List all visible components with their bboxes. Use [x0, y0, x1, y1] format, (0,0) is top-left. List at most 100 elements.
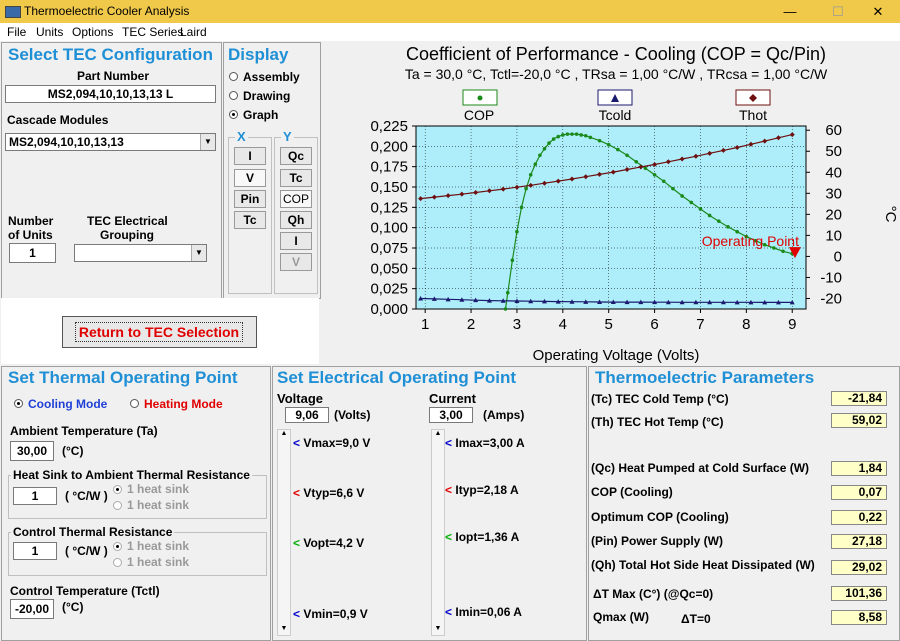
menu-file[interactable]: File	[7, 25, 27, 39]
title-bar: Thermoelectric Cooler Analysis — ☐ ✕	[0, 0, 900, 23]
scroll-down-icon[interactable]: ▼	[434, 625, 442, 632]
voltage-label: Voltage	[277, 391, 323, 406]
minimize-button[interactable]: —	[783, 4, 797, 19]
point-cop	[762, 242, 767, 247]
y2-tick-label: -20	[820, 290, 842, 307]
voltage-scrollbar[interactable]: ▲ ▼	[277, 429, 291, 636]
ambient-field[interactable]: 30,00	[10, 441, 54, 461]
chevron-down-icon[interactable]: ▼	[191, 245, 206, 261]
point-cop	[505, 290, 510, 295]
param-value-tc: -21,84	[831, 391, 887, 406]
heatsink-field[interactable]: 1	[13, 487, 57, 505]
x-button-tc[interactable]: Tc	[234, 211, 266, 229]
voltage-field[interactable]: 9,06	[285, 407, 329, 423]
point-cop	[707, 213, 712, 218]
radio-heatsink-2[interactable]	[113, 501, 122, 510]
point-cop	[753, 238, 758, 243]
control-temp-field[interactable]: -20,00	[10, 599, 54, 619]
x-button-v[interactable]: V	[234, 169, 266, 187]
units-field[interactable]: 1	[9, 243, 56, 263]
radio-heatsink-1[interactable]	[113, 485, 122, 494]
y2-tick-label: -10	[820, 269, 842, 286]
x-tick-label: 1	[421, 316, 429, 333]
chevron-left-icon: <	[293, 536, 301, 550]
y-axis-label: Y	[281, 129, 294, 144]
point-cop	[689, 200, 694, 205]
point-cop	[519, 205, 524, 210]
point-cop	[556, 134, 561, 139]
y-button-cop[interactable]: COP	[280, 190, 312, 208]
current-unit: (Amps)	[483, 408, 525, 422]
radio-assembly[interactable]	[229, 72, 238, 81]
x-button-pin[interactable]: Pin	[234, 190, 266, 208]
param-value-qh: 29,02	[831, 560, 887, 575]
point-thot	[569, 176, 575, 182]
point-tcold	[652, 299, 658, 305]
point-tcold	[789, 299, 795, 305]
graph-label: Graph	[243, 108, 279, 122]
series-layer	[418, 132, 795, 311]
part-number-field[interactable]: MS2,094,10,10,13,13 L	[5, 85, 216, 103]
x-button-i[interactable]: I	[234, 147, 266, 165]
point-cop	[533, 162, 538, 167]
param-label-th: (Th) TEC Hot Temp (°C)	[591, 415, 724, 429]
radio-drawing[interactable]	[229, 91, 238, 100]
current-label: Current	[429, 391, 476, 406]
y-button-i[interactable]: I	[280, 232, 312, 250]
param-label-tc: (Tc) TEC Cold Temp (°C)	[591, 392, 729, 406]
y-tick-label: 0,225	[370, 118, 408, 135]
x-tick-label: 7	[696, 316, 704, 333]
y-button-tc[interactable]: Tc	[280, 169, 312, 187]
close-button[interactable]: ✕	[872, 4, 884, 19]
chevron-down-icon[interactable]: ▼	[200, 134, 215, 150]
vmin-label: Vmin=0,9 V	[303, 607, 368, 621]
scroll-up-icon[interactable]: ▲	[434, 430, 442, 437]
radio-control-2[interactable]	[113, 558, 122, 567]
param-value-qmax: 8,58	[831, 610, 887, 625]
imax-mark: < Imax=3,00 A	[445, 436, 525, 450]
grouping-select[interactable]: ▼	[74, 244, 207, 262]
y2-tick-label: 20	[825, 206, 842, 223]
cascade-select[interactable]: MS2,094,10,10,13,13 ▼	[5, 133, 216, 151]
y-button-qc[interactable]: Qc	[280, 147, 312, 165]
radio-graph[interactable]	[229, 110, 238, 119]
point-cop	[661, 179, 666, 184]
legend-marker-thot	[749, 94, 757, 102]
control-res-field[interactable]: 1	[13, 542, 57, 560]
part-number-label: Part Number	[77, 69, 150, 83]
params-title: Thermoelectric Parameters	[595, 368, 815, 387]
point-tcold	[610, 299, 616, 305]
grouping-label-2: Grouping	[100, 228, 154, 242]
app-icon	[5, 6, 21, 18]
display-panel: Display Assembly Drawing Graph X I V Pin…	[223, 42, 321, 299]
menu-options[interactable]: Options	[72, 25, 114, 39]
scroll-up-icon[interactable]: ▲	[280, 430, 288, 437]
chevron-left-icon: <	[445, 530, 453, 544]
menu-laird[interactable]: Laird	[180, 25, 207, 39]
iopt-label: Iopt=1,36 A	[455, 530, 520, 544]
imin-mark: < Imin=0,06 A	[445, 605, 522, 619]
menu-units[interactable]: Units	[36, 25, 64, 39]
point-cop	[551, 137, 556, 141]
display-title: Display	[228, 45, 289, 64]
config-title: Select TEC Configuration	[8, 45, 213, 64]
y-button-qh[interactable]: Qh	[280, 211, 312, 229]
y-button-v[interactable]: V	[280, 253, 312, 271]
heatsink-opt1: 1 heat sink	[127, 482, 190, 496]
radio-heating[interactable]	[130, 399, 139, 408]
current-scrollbar[interactable]: ▲ ▼	[431, 429, 445, 636]
vopt-mark: < Vopt=4,2 V	[293, 536, 364, 550]
return-button[interactable]: Return to TEC Selection	[62, 316, 257, 348]
x-tick-label: 8	[742, 316, 750, 333]
current-field[interactable]: 3,00	[429, 407, 473, 423]
tec-config-panel: Select TEC Configuration Part Number MS2…	[1, 42, 222, 299]
radio-cooling[interactable]	[14, 399, 23, 408]
point-cop	[652, 173, 657, 177]
maximize-button[interactable]: ☐	[832, 4, 844, 19]
scroll-down-icon[interactable]: ▼	[280, 625, 288, 632]
radio-control-1[interactable]	[113, 542, 122, 551]
point-cop	[643, 166, 648, 171]
electrical-panel: Set Electrical Operating Point Voltage 9…	[272, 366, 587, 641]
menu-tec-series[interactable]: TEC Series	[122, 25, 184, 39]
point-thot	[514, 184, 520, 190]
